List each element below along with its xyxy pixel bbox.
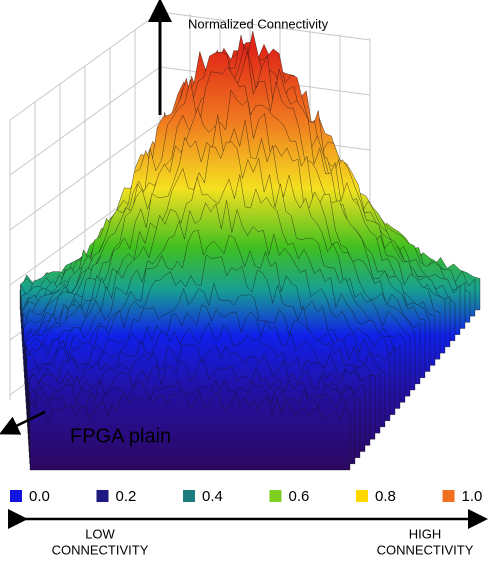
high-label: HIGH [409,526,442,541]
legend-swatch [96,490,109,502]
legend-swatch [356,490,368,502]
legend-swatch [442,490,455,502]
legend-label: 0.6 [289,488,310,505]
low-label: CONNECTIVITY [52,542,149,557]
axis-label: Normalized Connectivity [188,16,329,31]
legend-swatch [269,490,282,502]
surface-strip [29,390,351,471]
wall-line [9,11,161,121]
wall-line [9,121,161,231]
low-label: LOW [85,526,115,541]
legend-label: 0.8 [375,488,396,505]
legend-swatch [183,490,195,502]
legend-swatch [10,490,22,502]
legend-label: 0.2 [116,488,137,505]
plane-label: FPGA plain [70,425,171,447]
legend-label: 0.0 [29,488,50,505]
surface [19,30,481,471]
high-label: CONNECTIVITY [377,542,474,557]
plane-arrow [0,410,46,435]
legend: 0.0 0.2 0.4 0.6 0.8 1.0 [10,488,482,505]
wall-line [159,11,371,41]
legend-label: 0.4 [202,488,223,505]
legend-label: 1.0 [462,488,483,505]
wall-line [9,66,161,176]
